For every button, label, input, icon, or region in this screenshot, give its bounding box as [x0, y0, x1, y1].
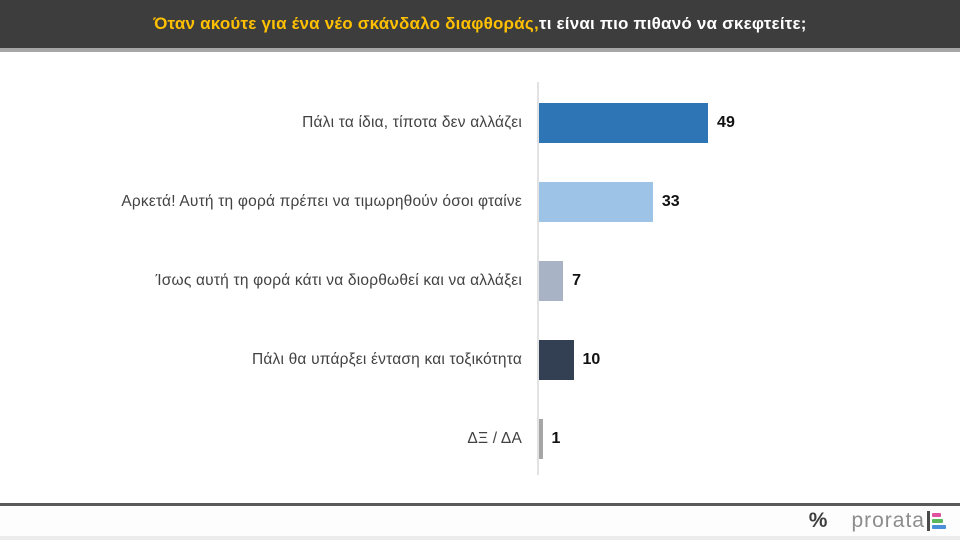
chart-row: Πάλι τα ίδια, τίποτα δεν αλλάζει 49	[0, 103, 960, 143]
title-bar: Όταν ακούτε για ένα νέο σκάνδαλο διαφθορ…	[0, 0, 960, 48]
category-label: Πάλι θα υπάρξει ένταση και τοξικότητα	[251, 351, 522, 368]
footer-rule	[0, 503, 960, 506]
category-label: Ίσως αυτή τη φορά κάτι να διορθωθεί και …	[155, 272, 522, 289]
title-rest: τι είναι πιο πιθανό να σκεφτείτε;	[538, 14, 807, 33]
bar-value-label: 49	[717, 114, 735, 131]
title-highlight: Όταν ακούτε για ένα νέο σκάνδαλο διαφθορ…	[153, 14, 539, 33]
category-label: Αρκετά! Αυτή τη φορά πρέπει να τιμωρηθού…	[121, 193, 522, 210]
bar-value-label: 10	[582, 351, 601, 368]
logo-color-bars	[932, 513, 946, 529]
bar	[539, 340, 574, 380]
chart-rows: Πάλι τα ίδια, τίποτα δεν αλλάζει 49 Αρκετά…	[0, 103, 960, 498]
brand-logo-icon	[927, 511, 946, 531]
bar-value-label: 7	[572, 272, 582, 289]
brand-logo: prorata	[851, 509, 925, 532]
y-axis-line	[537, 82, 539, 475]
category-label: ΔΞ / ΔΑ	[467, 430, 522, 447]
title-divider	[0, 48, 960, 52]
chart-row: ΔΞ / ΔΑ 1	[0, 419, 960, 459]
logo-vertical-bar	[927, 511, 930, 531]
bar-value-label: 1	[551, 430, 561, 447]
bar	[539, 103, 709, 143]
logo-bar	[932, 513, 941, 517]
logo-bar	[932, 519, 943, 523]
bar-chart: Πάλι τα ίδια, τίποτα δεν αλλάζει 49 Αρκετά…	[0, 52, 960, 503]
percent-icon: %	[808, 509, 828, 532]
chart-row: Αρκετά! Αυτή τη φορά πρέπει να τιμωρηθού…	[0, 182, 960, 222]
bottom-strip	[0, 536, 960, 540]
chart-row: Πάλι θα υπάρξει ένταση και τοξικότητα 10	[0, 340, 960, 380]
footer: % prorata	[0, 506, 960, 536]
bar	[539, 419, 543, 459]
logo-bar	[932, 525, 946, 529]
chart-row: Ίσως αυτή τη φορά κάτι να διορθωθεί και …	[0, 261, 960, 301]
bar-value-label: 33	[661, 193, 680, 210]
bar	[539, 182, 653, 222]
bar	[539, 261, 564, 301]
category-label: Πάλι τα ίδια, τίποτα δεν αλλάζει	[302, 114, 522, 131]
